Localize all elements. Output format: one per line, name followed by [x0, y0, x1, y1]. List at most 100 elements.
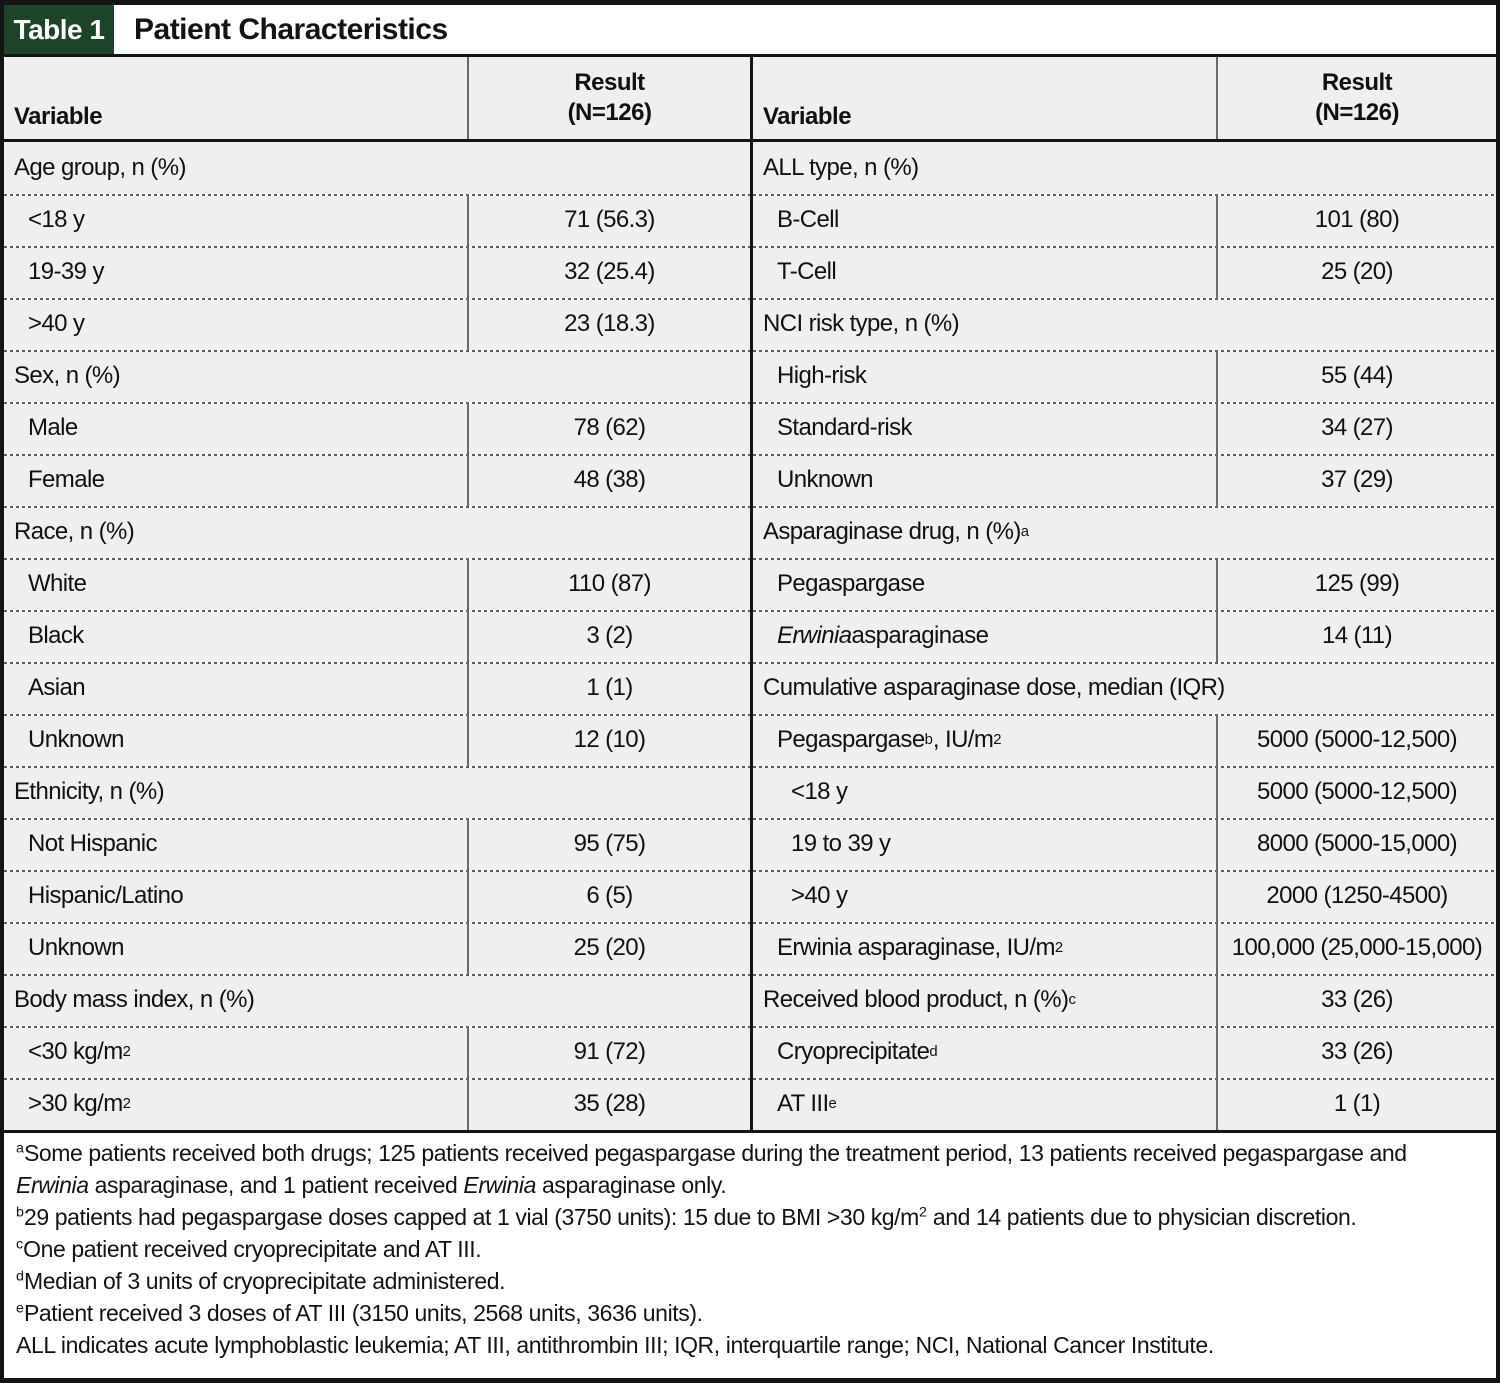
table-row: Body mass index, n (%) — [4, 974, 750, 1026]
row-result-value: 55 (44) — [1216, 350, 1496, 402]
footnote-d: dMedian of 3 units of cryoprecipitate ad… — [16, 1268, 506, 1294]
table-row: Erwinia asparaginase 14 (11) — [753, 610, 1496, 662]
row-result-value: 48 (38) — [467, 454, 750, 506]
table-row: Asian 1 (1) — [4, 662, 750, 714]
row-label: Hispanic/Latino — [28, 882, 184, 909]
row-label: Erwinia asparaginase — [777, 622, 989, 649]
row-result-value: 1 (1) — [467, 662, 750, 714]
row-label: Unknown — [777, 466, 873, 493]
row-result-value: 32 (25.4) — [467, 246, 750, 298]
row-result-value: 35 (28) — [467, 1078, 750, 1130]
table-row: Race, n (%) — [4, 506, 750, 558]
row-result-value: 37 (29) — [1216, 454, 1496, 506]
table-number-badge: Table 1 — [4, 5, 114, 54]
row-label: Received blood product, n (%) c — [763, 986, 1076, 1013]
row-result-value: 5000 (5000-12,500) — [1216, 714, 1496, 766]
table-row: Male 78 (62) — [4, 402, 750, 454]
row-label: Cumulative asparaginase dose, median (IQ… — [763, 674, 1225, 701]
row-result-value: 101 (80) — [1216, 194, 1496, 246]
row-label: Pegaspargase — [777, 570, 925, 597]
result-column-header-line2: (N=126) — [1315, 99, 1399, 126]
table-row: Pegaspargase b, IU/m 2 5000 (5000-12,500) — [753, 714, 1496, 766]
table-left-panel: Variable Result (N=126) Age group, n (%)… — [4, 57, 750, 1130]
row-label: Unknown — [28, 726, 124, 753]
row-result-value: 125 (99) — [1216, 558, 1496, 610]
abbreviations-legend: ALL indicates acute lymphoblastic leukem… — [16, 1332, 1214, 1358]
table-row: Not Hispanic 95 (75) — [4, 818, 750, 870]
table-row: Pegaspargase 125 (99) — [753, 558, 1496, 610]
row-result-value: 34 (27) — [1216, 402, 1496, 454]
row-label: >40 y — [791, 882, 848, 909]
table-row: >40 y 23 (18.3) — [4, 298, 750, 350]
row-label: Unknown — [28, 934, 124, 961]
row-label: Cryoprecipitate d — [777, 1038, 938, 1065]
row-label: <18 y — [791, 778, 848, 805]
result-column-header: Result (N=126) — [467, 57, 750, 139]
table-row: Sex, n (%) — [4, 350, 750, 402]
table-row: B-Cell 101 (80) — [753, 194, 1496, 246]
row-label: High-risk — [777, 362, 867, 389]
result-column-header-line1: Result — [1321, 69, 1393, 96]
table-row: Cumulative asparaginase dose, median (IQ… — [753, 662, 1496, 714]
table-row: <18 y 5000 (5000-12,500) — [753, 766, 1496, 818]
row-label: Male — [28, 414, 78, 441]
row-result-value: 23 (18.3) — [467, 298, 750, 350]
table-row: <30 kg/m 2 91 (72) — [4, 1026, 750, 1078]
row-label: Race, n (%) — [14, 518, 135, 545]
variable-column-header: Variable — [14, 103, 103, 130]
table-title: Patient Characteristics — [134, 12, 448, 46]
row-result-value: 5000 (5000-12,500) — [1216, 766, 1496, 818]
table-row: Erwinia asparaginase, IU/m 2 100,000 (25,0… — [753, 922, 1496, 974]
column-header-row: Variable Result (N=126) — [753, 57, 1496, 142]
row-result-value: 33 (26) — [1216, 974, 1496, 1026]
table-row: Ethnicity, n (%) — [4, 766, 750, 818]
row-result-value: 33 (26) — [1216, 1026, 1496, 1078]
row-label: Ethnicity, n (%) — [14, 778, 165, 805]
table-row: Black 3 (2) — [4, 610, 750, 662]
table-row: >30 kg/m 2 35 (28) — [4, 1078, 750, 1130]
table-row: Age group, n (%) — [4, 142, 750, 194]
column-header-row: Variable Result (N=126) — [4, 57, 750, 142]
row-label: 19 to 39 y — [791, 830, 891, 857]
row-label: <30 kg/m 2 — [28, 1038, 131, 1065]
table-row: Asparaginase drug, n (%) a — [753, 506, 1496, 558]
footnote-e: ePatient received 3 doses of AT III (315… — [16, 1300, 703, 1326]
row-label: Not Hispanic — [28, 830, 157, 857]
variable-column-header: Variable — [763, 103, 852, 130]
table-row: Unknown 12 (10) — [4, 714, 750, 766]
footnotes-block: aSome patients received both drugs; 125 … — [4, 1130, 1496, 1361]
row-label: <18 y — [28, 206, 85, 233]
row-result-value: 2000 (1250-4500) — [1216, 870, 1496, 922]
row-label: T-Cell — [777, 258, 837, 285]
row-label: >40 y — [28, 310, 85, 337]
row-label: 19-39 y — [28, 258, 104, 285]
row-label: >30 kg/m 2 — [28, 1090, 131, 1117]
table-row: Unknown 25 (20) — [4, 922, 750, 974]
row-result-value: 3 (2) — [467, 610, 750, 662]
table-row: AT III e 1 (1) — [753, 1078, 1496, 1130]
footnote-a: aSome patients received both drugs; 125 … — [16, 1140, 1407, 1198]
row-label: Sex, n (%) — [14, 362, 121, 389]
row-label: AT III e — [777, 1090, 837, 1117]
footnote-b: b29 patients had pegaspargase doses capp… — [16, 1204, 1357, 1230]
row-result-value: 1 (1) — [1216, 1078, 1496, 1130]
result-column-header: Result (N=126) — [1216, 57, 1496, 139]
row-result-value: 6 (5) — [467, 870, 750, 922]
table-row: White 110 (87) — [4, 558, 750, 610]
result-column-header-line2: (N=126) — [567, 99, 652, 126]
left-rows-container: Age group, n (%) <18 y 71 (56.3) 19-39 y 32 … — [4, 142, 750, 1130]
table-row: NCI risk type, n (%) — [753, 298, 1496, 350]
footnote-c: cOne patient received cryoprecipitate an… — [16, 1236, 482, 1262]
table-row: Cryoprecipitate d 33 (26) — [753, 1026, 1496, 1078]
table-row: High-risk 55 (44) — [753, 350, 1496, 402]
table-row: Standard-risk 34 (27) — [753, 402, 1496, 454]
table-row: 19 to 39 y 8000 (5000-15,000) — [753, 818, 1496, 870]
table-row: <18 y 71 (56.3) — [4, 194, 750, 246]
row-result-value: 8000 (5000-15,000) — [1216, 818, 1496, 870]
table-title-bar: Table 1 Patient Characteristics — [4, 5, 1496, 57]
row-label: Female — [28, 466, 105, 493]
row-result-value: 95 (75) — [467, 818, 750, 870]
row-result-value: 100,000 (25,000-15,000) — [1216, 922, 1496, 974]
row-result-value: 71 (56.3) — [467, 194, 750, 246]
row-label: Body mass index, n (%) — [14, 986, 255, 1013]
